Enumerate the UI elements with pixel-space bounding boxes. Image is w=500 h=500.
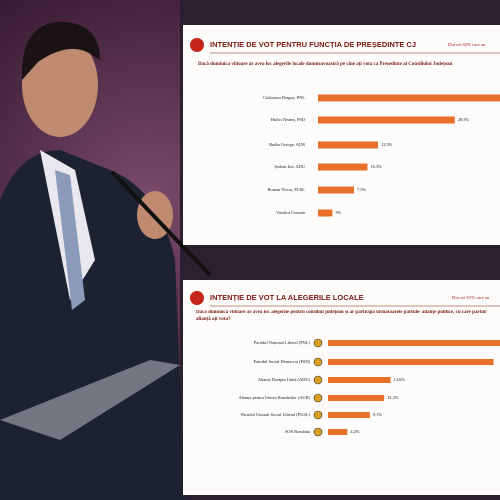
category-label: SOS România [285,429,310,434]
category-label: Alianța pentru Unirea Românilor (AUR) [239,395,311,400]
chart-title: INTENȚIE DE VOT LA ALEGERILE LOCALE [210,293,364,302]
chart-subtitle: Dacă duminica viitoare ar avea loc alege… [196,310,487,322]
bar [318,94,500,102]
party-icon [313,427,323,437]
category-label: Partidul Social Democrat (PSD) [254,359,311,364]
bar [318,116,455,124]
bar [328,377,391,383]
bar [328,359,494,365]
value-label: 4,2% [350,429,359,435]
microphone [110,170,212,277]
subtitle-box: Dacă duminica viitoare ar avea loc alege… [196,310,487,322]
logo [190,38,204,52]
category-label: Alianța Dreapta Unită (ADU) [258,377,311,382]
bar [318,141,378,149]
value-label: 12,5% [381,142,393,148]
chart-panel [183,25,500,245]
party-icon [313,410,323,420]
category-label: Roman Victor, PUSL [268,187,306,193]
bar [318,186,354,194]
party-icon [313,338,323,348]
bar [328,412,370,418]
value-label: 7,5% [357,187,366,193]
chart-title: INTENȚIE DE VOT PENTRU FUNCȚIA DE PREȘED… [210,40,416,49]
category-label: Hulici Neamț, PSD [271,117,305,123]
bar [328,395,385,401]
bar [328,340,500,346]
chart-subtitle: Dacă duminica viitoare ar avea loc alege… [198,62,452,67]
category-label: Șerban Ion, ADU [274,164,305,170]
note: Din cei 81% care au [452,295,490,300]
value-label: 12,2% [387,395,399,401]
party-icon [313,375,323,385]
category-label: Budiu George, AUR [269,142,305,148]
lectern [0,360,180,440]
value-label: 10,3% [370,164,382,170]
chart-panel [183,280,500,495]
party-icon [313,393,323,403]
value-label: 9,1% [373,412,382,418]
party-icon [313,357,323,367]
category-label: Partidul Uniunii Social Liberal (PUSL) [241,412,311,417]
value-label: 13,6% [394,377,406,383]
logo [190,291,204,305]
value-label: 3% [335,210,341,215]
bar [328,429,348,435]
bar [318,163,368,171]
category-label: Ciubotaru Dragoș, PNL [263,95,305,101]
note: Din cei 82% care au [448,42,486,47]
value-label: 28,5% [458,117,470,123]
category-label: Vasilica Cernain [276,210,306,215]
category-label: Partidul Național Liberal (PNL) [254,340,311,345]
bar [318,209,333,217]
